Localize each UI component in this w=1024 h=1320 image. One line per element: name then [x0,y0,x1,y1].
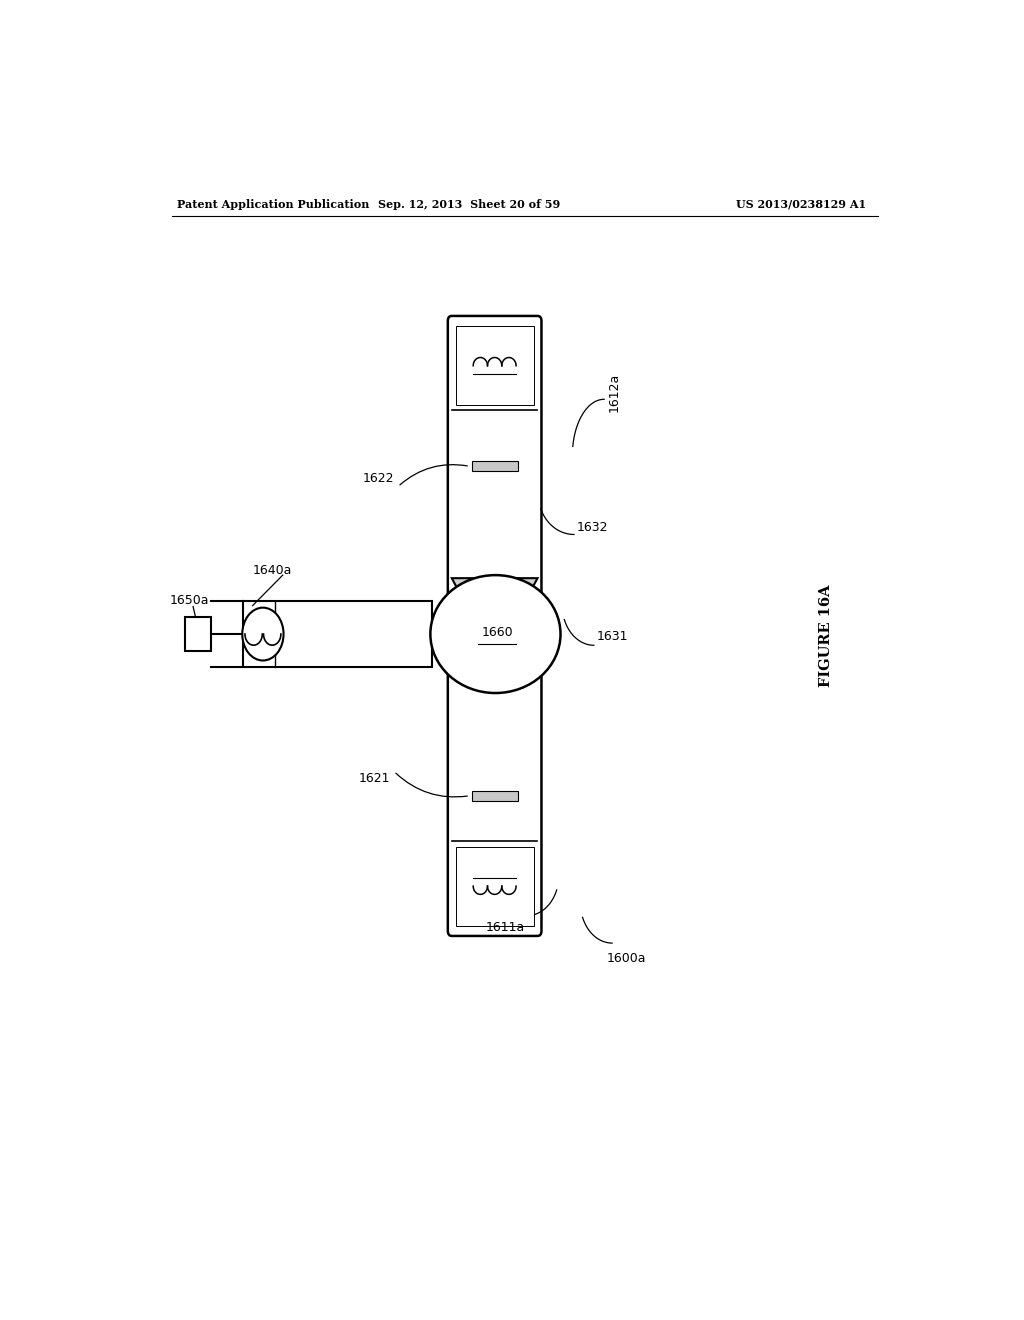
Text: 1632: 1632 [577,521,608,533]
Text: FIGURE 16A: FIGURE 16A [819,585,834,688]
Bar [472,461,518,471]
Text: 1640a: 1640a [253,564,292,577]
Text: 1600a: 1600a [606,952,646,965]
Bar [472,791,518,801]
Text: US 2013/0238129 A1: US 2013/0238129 A1 [736,198,866,210]
Text: 1612a: 1612a [608,372,622,412]
Text: 1611a: 1611a [486,921,525,935]
Bar [456,326,534,405]
Text: 1631: 1631 [596,630,628,643]
Text: 1621: 1621 [358,772,390,785]
Text: 1660: 1660 [481,626,513,639]
FancyBboxPatch shape [447,647,542,936]
Circle shape [243,607,284,660]
Text: Sep. 12, 2013  Sheet 20 of 59: Sep. 12, 2013 Sheet 20 of 59 [378,198,560,210]
Bar [456,846,534,925]
Text: Patent Application Publication: Patent Application Publication [177,198,370,210]
Polygon shape [452,578,538,601]
Bar [243,601,432,667]
Ellipse shape [430,576,560,693]
Text: 1622: 1622 [362,473,394,484]
Text: 1650a: 1650a [170,594,210,607]
FancyBboxPatch shape [447,315,542,606]
Polygon shape [452,651,538,673]
Bar [185,618,211,651]
